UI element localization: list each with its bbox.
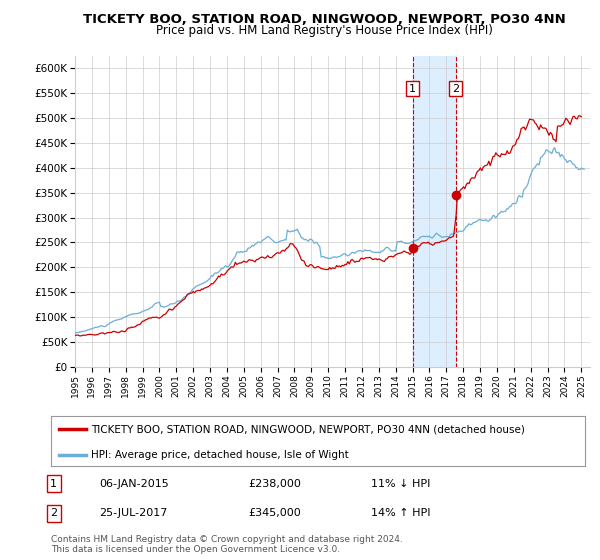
Text: HPI: Average price, detached house, Isle of Wight: HPI: Average price, detached house, Isle… [91, 450, 349, 460]
Text: Price paid vs. HM Land Registry's House Price Index (HPI): Price paid vs. HM Land Registry's House … [155, 24, 493, 36]
Text: Contains HM Land Registry data © Crown copyright and database right 2024.
This d: Contains HM Land Registry data © Crown c… [51, 535, 403, 554]
Text: 1: 1 [409, 83, 416, 94]
Bar [413, 56, 456, 367]
Text: TICKETY BOO, STATION ROAD, NINGWOOD, NEWPORT, PO30 4NN: TICKETY BOO, STATION ROAD, NINGWOOD, NEW… [83, 13, 565, 26]
Text: 2: 2 [452, 83, 460, 94]
Text: £345,000: £345,000 [248, 508, 301, 518]
Text: 25-JUL-2017: 25-JUL-2017 [99, 508, 167, 518]
Text: TICKETY BOO, STATION ROAD, NINGWOOD, NEWPORT, PO30 4NN (detached house): TICKETY BOO, STATION ROAD, NINGWOOD, NEW… [91, 424, 525, 434]
Text: 11% ↓ HPI: 11% ↓ HPI [371, 479, 431, 488]
Text: £238,000: £238,000 [248, 479, 301, 488]
Text: 14% ↑ HPI: 14% ↑ HPI [371, 508, 431, 518]
Text: 1: 1 [50, 479, 57, 488]
Text: 2: 2 [50, 508, 57, 518]
Text: 06-JAN-2015: 06-JAN-2015 [99, 479, 169, 488]
